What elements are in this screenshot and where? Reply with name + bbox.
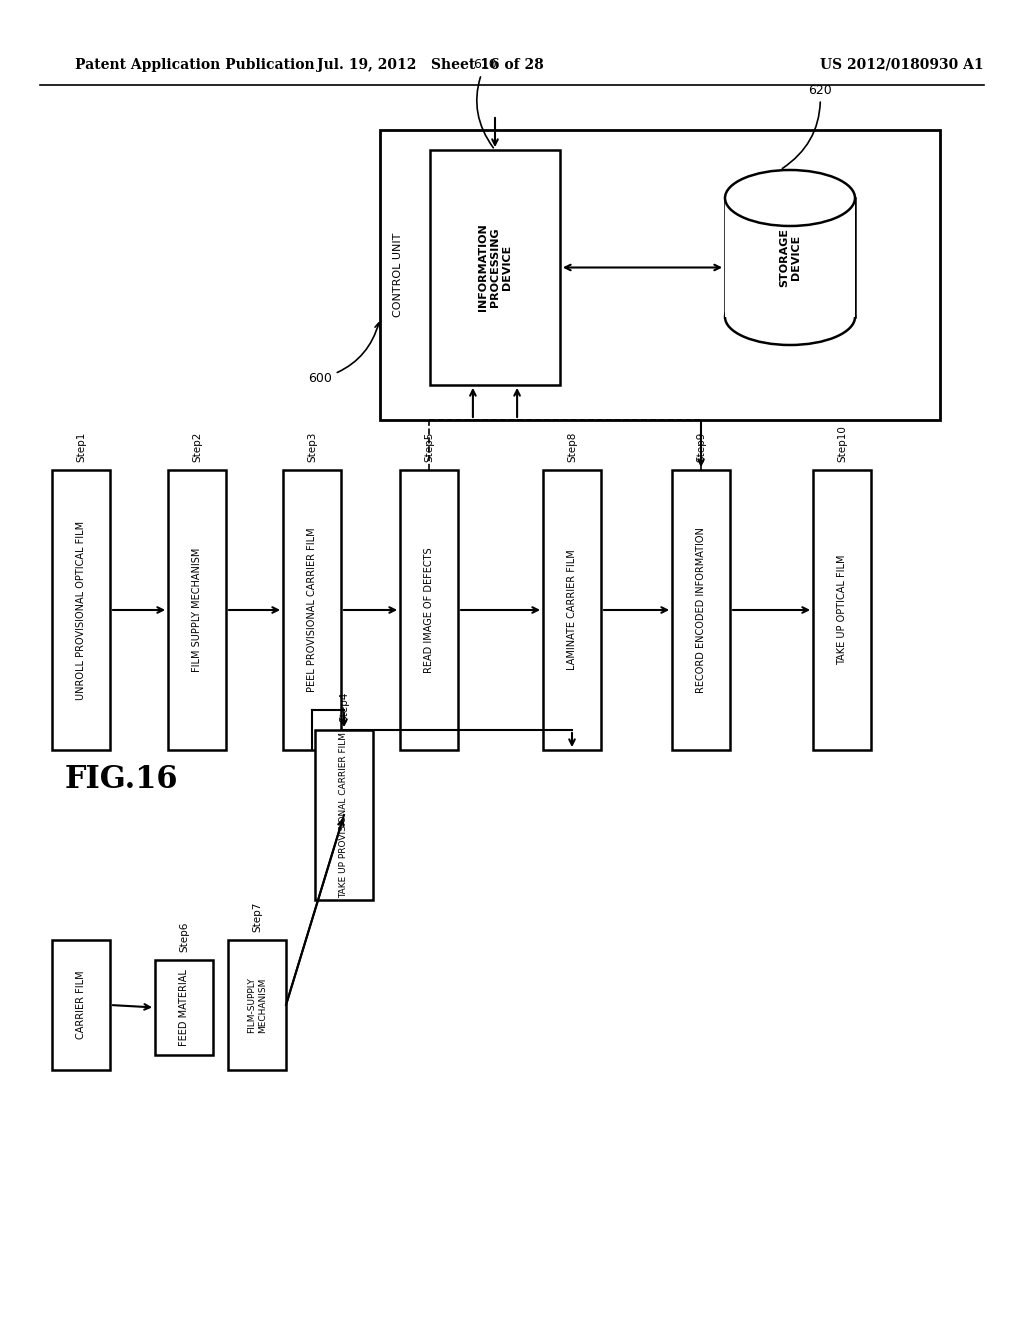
Text: FEED MATERIAL: FEED MATERIAL [179, 969, 189, 1045]
Text: Step4: Step4 [339, 692, 349, 722]
Text: LAMINATE CARRIER FILM: LAMINATE CARRIER FILM [567, 549, 577, 671]
Text: STORAGE
DEVICE: STORAGE DEVICE [779, 228, 801, 286]
Text: RECORD ENCODED INFORMATION: RECORD ENCODED INFORMATION [696, 527, 706, 693]
Text: 600: 600 [308, 323, 380, 385]
Text: 610: 610 [473, 58, 497, 148]
Text: TAKE UP PROVISIONAL CARRIER FILM: TAKE UP PROVISIONAL CARRIER FILM [340, 733, 348, 898]
Ellipse shape [725, 170, 855, 226]
Bar [813, 470, 871, 750]
Bar [52, 470, 110, 750]
Text: Step2: Step2 [193, 432, 202, 462]
Text: CARRIER FILM: CARRIER FILM [76, 970, 86, 1039]
Text: FILM SUPPLY MECHANISM: FILM SUPPLY MECHANISM [193, 548, 202, 672]
Text: Jul. 19, 2012   Sheet 16 of 28: Jul. 19, 2012 Sheet 16 of 28 [316, 58, 544, 73]
Ellipse shape [725, 289, 855, 345]
Bar [725, 198, 855, 317]
Bar [380, 129, 940, 420]
Text: Step7: Step7 [252, 902, 262, 932]
Bar [155, 960, 213, 1055]
Text: Step10: Step10 [837, 425, 847, 462]
Text: Patent Application Publication: Patent Application Publication [75, 58, 314, 73]
Bar [430, 150, 560, 385]
Text: INFORMATION
PROCESSING
DEVICE: INFORMATION PROCESSING DEVICE [478, 223, 512, 312]
Text: Step6: Step6 [179, 921, 189, 952]
Text: Step8: Step8 [567, 432, 577, 462]
Bar [543, 470, 601, 750]
Text: CONTROL UNIT: CONTROL UNIT [393, 232, 403, 317]
Bar [168, 470, 226, 750]
Bar [672, 470, 730, 750]
Text: Step9: Step9 [696, 432, 706, 462]
Text: TAKE UP OPTICAL FILM: TAKE UP OPTICAL FILM [837, 554, 847, 665]
Text: UNROLL PROVISIONAL OPTICAL FILM: UNROLL PROVISIONAL OPTICAL FILM [76, 520, 86, 700]
Bar [400, 470, 458, 750]
Text: Step3: Step3 [307, 432, 317, 462]
Bar [315, 730, 373, 900]
Bar [52, 940, 110, 1071]
Text: US 2012/0180930 A1: US 2012/0180930 A1 [820, 58, 984, 73]
Text: Step1: Step1 [76, 432, 86, 462]
Text: FILM-SUPPLY
MECHANISM: FILM-SUPPLY MECHANISM [248, 977, 266, 1034]
Text: Step5: Step5 [424, 432, 434, 462]
Text: FIG.16: FIG.16 [65, 764, 178, 796]
Text: PEEL PROVISIONAL CARRIER FILM: PEEL PROVISIONAL CARRIER FILM [307, 528, 317, 692]
Bar [283, 470, 341, 750]
Text: 620: 620 [782, 83, 831, 169]
Text: READ IMAGE OF DEFECTS: READ IMAGE OF DEFECTS [424, 548, 434, 673]
Bar [228, 940, 286, 1071]
